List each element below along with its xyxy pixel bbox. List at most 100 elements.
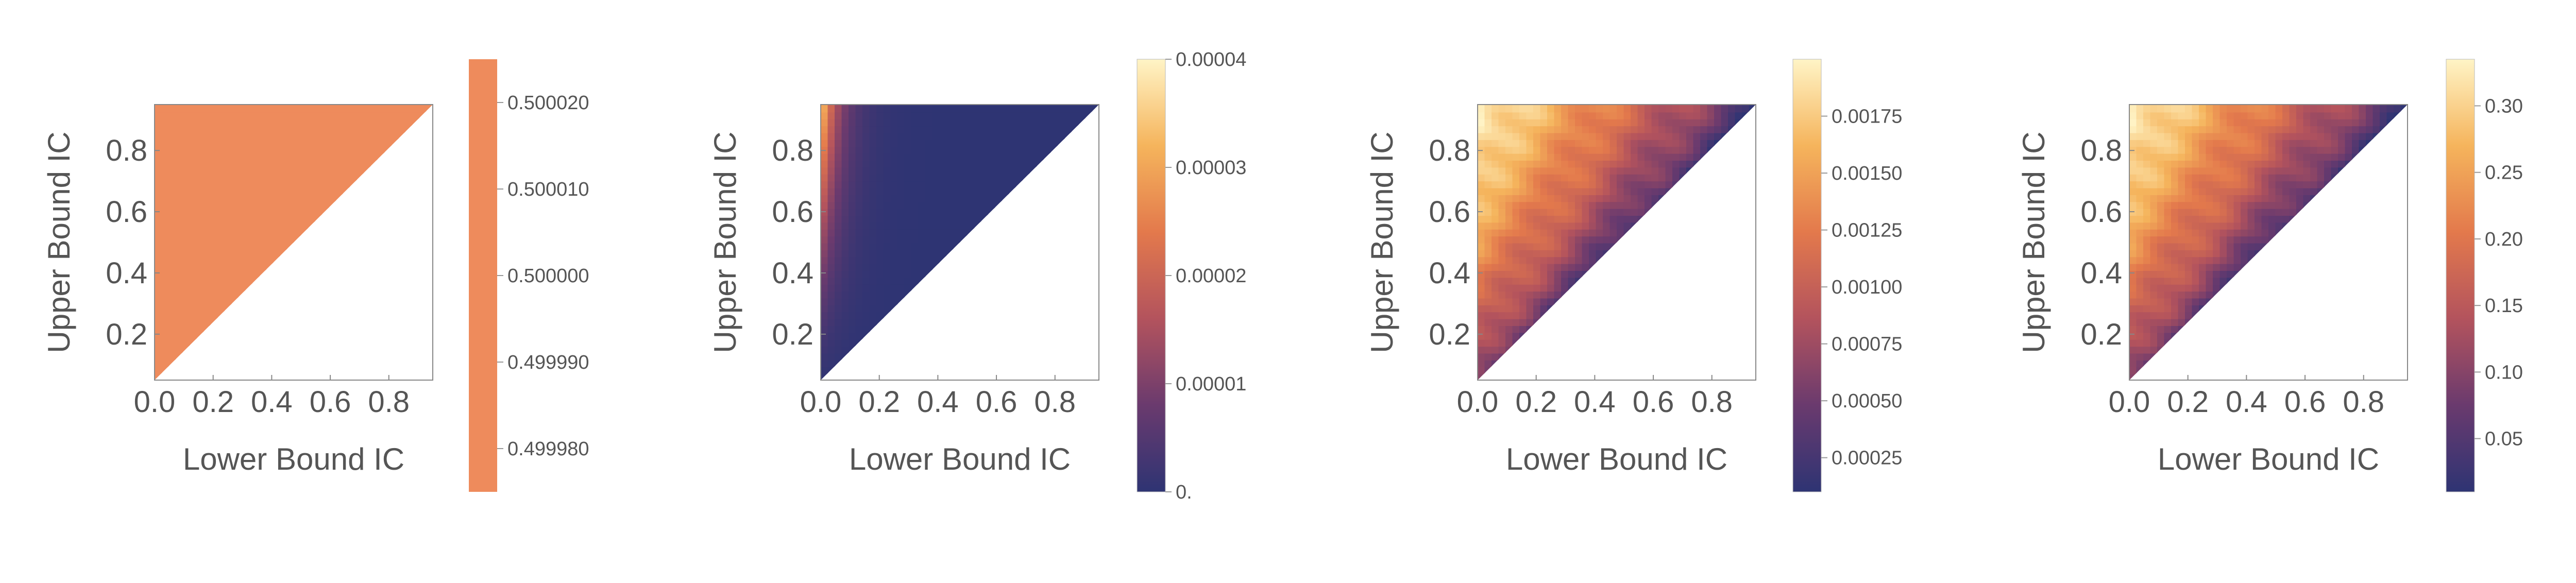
heatmap-cell <box>1568 207 1576 216</box>
heatmap-cell <box>252 262 260 271</box>
heatmap-cell <box>2178 105 2186 113</box>
heatmap-cell <box>2213 138 2221 147</box>
heatmap-cell <box>1078 111 1086 119</box>
heatmap-cell <box>1519 214 1527 223</box>
heatmap-cell <box>2296 111 2304 119</box>
heatmap-cell <box>1533 131 1541 140</box>
heatmap-cell <box>1575 269 1583 278</box>
heatmap-cell <box>1492 366 1499 374</box>
heatmap-cell <box>2268 117 2276 127</box>
heatmap-cell <box>1623 166 1632 175</box>
heatmap-cell <box>1623 221 1632 230</box>
heatmap-cell <box>2192 138 2200 147</box>
heatmap-cell <box>1603 242 1611 250</box>
heatmap-cell <box>862 125 870 133</box>
heatmap-cell <box>300 200 309 209</box>
heatmap-cell <box>1498 207 1506 216</box>
heatmap-cell <box>189 276 197 285</box>
heatmap-cell <box>224 180 232 188</box>
heatmap-cell <box>862 235 870 244</box>
heatmap-cell <box>2136 248 2144 258</box>
heatmap-cell <box>1679 159 1687 168</box>
heatmap-cell <box>2282 138 2290 147</box>
heatmap-cell <box>273 180 281 188</box>
heatmap-cell <box>2171 221 2179 230</box>
heatmap-cell <box>1645 152 1652 161</box>
heatmap-cell <box>1617 152 1624 161</box>
heatmap-cell <box>308 207 315 216</box>
heatmap-cell <box>328 207 336 216</box>
heatmap-cell <box>2219 290 2228 299</box>
heatmap-cell <box>988 200 995 209</box>
heatmap-cell <box>308 173 315 182</box>
heatmap-cell <box>273 262 281 271</box>
heatmap-cell <box>841 145 850 154</box>
heatmap-cell <box>1492 331 1499 340</box>
heatmap-cell <box>2129 317 2137 326</box>
heatmap-cell <box>356 111 364 119</box>
heatmap-cell <box>1008 111 1016 119</box>
heatmap-cell <box>1043 111 1051 119</box>
heatmap-cell <box>1533 290 1541 299</box>
heatmap-cell <box>980 228 989 237</box>
heatmap-cell <box>1484 338 1493 347</box>
heatmap-cell <box>1484 255 1493 264</box>
heatmap-cell <box>911 262 919 271</box>
heatmap-cell <box>2310 105 2318 113</box>
heatmap-cell <box>196 269 204 278</box>
heatmap-cell <box>155 152 162 161</box>
heatmap-cell <box>918 186 926 195</box>
heatmap-cell <box>2268 214 2276 223</box>
heatmap-cell <box>2164 255 2172 264</box>
heatmap-cell <box>238 166 246 175</box>
heatmap-cell <box>2157 269 2165 278</box>
heatmap-cell <box>203 186 211 195</box>
heatmap-cell <box>2324 138 2332 147</box>
heatmap-cell <box>932 228 940 237</box>
heatmap-cell <box>314 228 323 237</box>
heatmap-cell <box>2171 173 2179 182</box>
heatmap-cell <box>189 248 197 258</box>
heatmap-cell <box>994 186 1003 195</box>
heatmap-cell <box>953 228 961 237</box>
heatmap-cell <box>2157 283 2165 292</box>
heatmap-cell <box>2171 317 2179 326</box>
heatmap-cell <box>2206 111 2214 119</box>
colorbar-tick-label: 0.15 <box>2485 295 2523 317</box>
heatmap-cell <box>1672 145 1680 154</box>
heatmap-cell <box>2233 159 2242 168</box>
heatmap-cell <box>1540 193 1548 202</box>
heatmap-cell <box>876 200 884 209</box>
heatmap-cell <box>1568 111 1576 119</box>
heatmap-cell <box>1554 200 1562 209</box>
heatmap-cell <box>224 248 232 258</box>
heatmap-cell <box>308 131 315 140</box>
heatmap-cell <box>2143 283 2151 292</box>
heatmap-cell <box>196 207 204 216</box>
heatmap-cell <box>161 180 170 188</box>
heatmap-cell <box>1519 152 1527 161</box>
heatmap-cell <box>175 145 183 154</box>
heatmap-cell <box>182 242 190 250</box>
heatmap-cell <box>1568 159 1576 168</box>
heatmap-cell <box>1728 105 1736 113</box>
heatmap-cell <box>175 138 183 147</box>
heatmap-cell <box>2157 180 2165 188</box>
heatmap-cell <box>2206 159 2214 168</box>
heatmap-cell <box>189 214 197 223</box>
heatmap-cell <box>1478 262 1485 271</box>
heatmap-cell <box>294 111 301 119</box>
heatmap-cell <box>1505 105 1513 113</box>
heatmap-cell <box>1015 138 1023 147</box>
colorbar-tick-label: 0.00075 <box>1832 334 1902 355</box>
heatmap-cell <box>1645 186 1652 195</box>
heatmap-cell <box>2136 105 2144 113</box>
heatmap-cell <box>953 166 961 175</box>
heatmap-cell <box>2143 228 2151 237</box>
heatmap-cell <box>1002 125 1009 133</box>
heatmap-cell <box>849 303 856 313</box>
heatmap-cell <box>890 269 898 278</box>
heatmap-cell <box>1645 111 1652 119</box>
heatmap-cell <box>2171 105 2179 113</box>
heatmap-cell <box>1609 180 1618 188</box>
